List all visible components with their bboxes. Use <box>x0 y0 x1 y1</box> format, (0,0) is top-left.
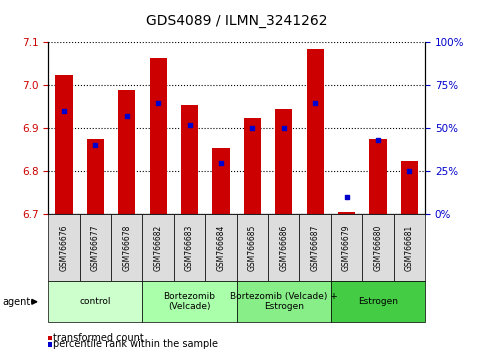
Point <box>374 137 382 143</box>
Point <box>60 108 68 114</box>
Bar <box>87 139 104 214</box>
Text: control: control <box>80 297 111 306</box>
Point <box>406 169 413 174</box>
Point <box>249 125 256 131</box>
Bar <box>275 109 292 214</box>
Bar <box>244 118 261 214</box>
Text: GSM766677: GSM766677 <box>91 224 100 271</box>
Bar <box>401 160 418 214</box>
Bar <box>150 57 167 214</box>
Text: GSM766680: GSM766680 <box>373 224 383 271</box>
Bar <box>56 75 72 214</box>
Point <box>186 122 194 128</box>
Text: GSM766687: GSM766687 <box>311 224 320 271</box>
Bar <box>307 49 324 214</box>
Bar <box>181 105 198 214</box>
Text: percentile rank within the sample: percentile rank within the sample <box>53 339 218 349</box>
Text: agent: agent <box>2 297 30 307</box>
Point <box>123 114 131 119</box>
Point <box>343 194 351 200</box>
Text: GSM766686: GSM766686 <box>279 224 288 271</box>
Text: GSM766679: GSM766679 <box>342 224 351 271</box>
Text: Bortezomib
(Velcade): Bortezomib (Velcade) <box>164 292 215 312</box>
Bar <box>338 212 355 214</box>
Text: GSM766684: GSM766684 <box>216 224 226 271</box>
Text: GSM766682: GSM766682 <box>154 225 163 271</box>
Point <box>217 160 225 166</box>
Text: GSM766683: GSM766683 <box>185 224 194 271</box>
Text: GSM766676: GSM766676 <box>59 224 69 271</box>
Bar <box>213 148 229 214</box>
Point <box>312 100 319 105</box>
Text: Bortezomib (Velcade) +
Estrogen: Bortezomib (Velcade) + Estrogen <box>230 292 338 312</box>
Text: GSM766685: GSM766685 <box>248 224 257 271</box>
Point <box>155 100 162 105</box>
Text: GSM766678: GSM766678 <box>122 224 131 271</box>
Point <box>92 143 99 148</box>
Text: GDS4089 / ILMN_3241262: GDS4089 / ILMN_3241262 <box>146 14 327 28</box>
Bar <box>118 90 135 214</box>
Bar <box>369 139 386 214</box>
Text: transformed count: transformed count <box>53 333 143 343</box>
Text: Estrogen: Estrogen <box>358 297 398 306</box>
Text: GSM766681: GSM766681 <box>405 225 414 271</box>
Point <box>280 125 288 131</box>
